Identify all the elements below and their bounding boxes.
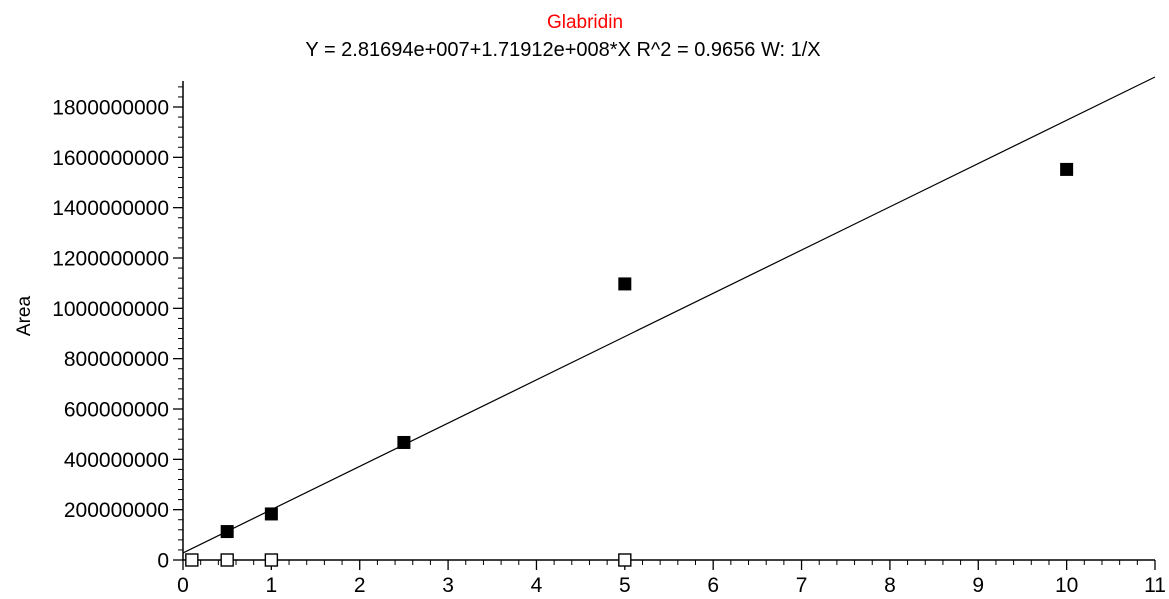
y-tick-label: 1600000000 [52,147,169,170]
excluded-point-marker [264,553,279,567]
data-points-layer [185,162,1074,567]
x-tick-label: 7 [796,574,808,597]
y-tick-label: 800000000 [64,348,169,371]
y-tick-label: 200000000 [64,499,169,522]
x-tick-label: 1 [266,574,278,597]
y-tick-label: 0 [157,550,169,573]
x-tick-label: 8 [884,574,896,597]
data-point-marker [1060,162,1074,176]
data-point-marker [264,507,278,521]
x-tick-label: 3 [442,574,454,597]
x-tick-label: 5 [619,574,631,597]
excluded-point-marker [618,553,632,567]
x-tick-label: 9 [972,574,984,597]
x-tick-label: 0 [177,574,189,597]
fit-line [182,76,1156,554]
y-tick-label: 400000000 [64,449,169,472]
y-tick-label: 1000000000 [52,298,169,321]
x-tick-label: 4 [531,574,543,597]
x-tick-label: 10 [1055,574,1078,597]
fit-line-layer [182,76,1156,554]
y-tick-label: 600000000 [64,399,169,422]
y-axis-label: Area [14,296,35,337]
x-tick-label: 2 [354,574,366,597]
data-point-marker [220,525,234,539]
chart-title: Glabridin [547,12,623,33]
excluded-point-marker [185,553,199,567]
y-tick-label: 1800000000 [52,97,169,120]
excluded-point-marker [220,553,234,567]
data-point-marker [397,435,411,449]
data-point-marker [618,277,632,291]
x-tick-label: 6 [707,574,719,597]
x-tick-label: 11 [1144,574,1166,597]
axes: 0 1 2 3 4 5 6 7 8 9 10 11 0 200000000 400000000 6000000… [52,81,1166,597]
y-tick-label: 1400000000 [52,197,169,220]
y-tick-label: 1200000000 [52,248,169,271]
chart-subtitle: Y = 2.81694e+007+1.71912e+008*X R^2 = 0.… [305,39,820,61]
